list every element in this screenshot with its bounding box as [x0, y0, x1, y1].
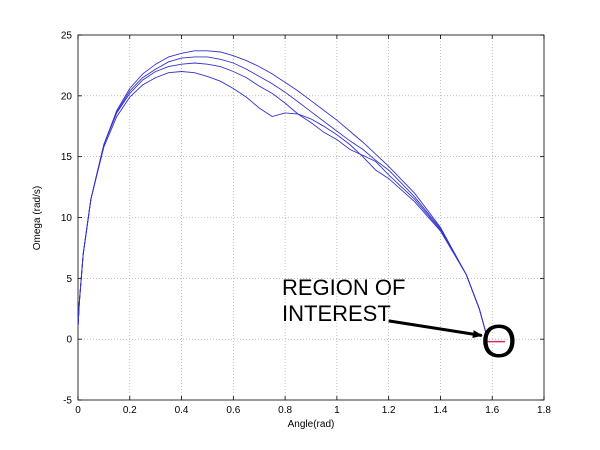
x-tick-label: 0.2: [123, 405, 137, 416]
annotation-arrow: [388, 319, 483, 339]
y-tick-label: 15: [61, 152, 73, 163]
series-line-2: [77, 56, 488, 337]
gridlines: [78, 35, 544, 400]
y-axis-label: Omega (rad/s): [32, 186, 43, 250]
series-group: [77, 50, 488, 337]
y-tick-label: -5: [63, 396, 72, 407]
y-tick-labels: -5 0 5 10 15 20 25: [61, 31, 73, 407]
x-tick-labels: 0 0.2 0.4 0.6 0.8 1 1.2 1.4 1.6 1.8: [75, 405, 551, 416]
series-line-4: [77, 71, 488, 337]
x-tick-label: 0.4: [175, 405, 189, 416]
y-tick-label: 0: [66, 335, 72, 346]
axis-ticks: [77, 34, 545, 401]
x-tick-label: 1.4: [433, 405, 447, 416]
x-tick-label: 1.8: [537, 405, 551, 416]
x-tick-label: 1.2: [382, 405, 396, 416]
y-tick-label: 25: [61, 31, 73, 42]
x-tick-label: 1: [334, 405, 340, 416]
annotation-line-2: INTEREST: [282, 301, 391, 326]
y-tick-label: 20: [61, 91, 73, 102]
x-tick-label: 0.8: [278, 405, 292, 416]
series-line-3: [77, 62, 488, 337]
series-line-1: [77, 50, 488, 337]
y-tick-label: 5: [66, 274, 72, 285]
x-axis-label: Angle(rad): [288, 419, 335, 430]
annotation-circle-letter: O: [481, 315, 517, 367]
y-tick-label: 10: [61, 213, 73, 224]
x-tick-label: 0: [75, 405, 81, 416]
annotation-line-1: REGION OF: [282, 275, 405, 300]
x-tick-label: 1.6: [485, 405, 499, 416]
x-tick-label: 0.6: [226, 405, 240, 416]
